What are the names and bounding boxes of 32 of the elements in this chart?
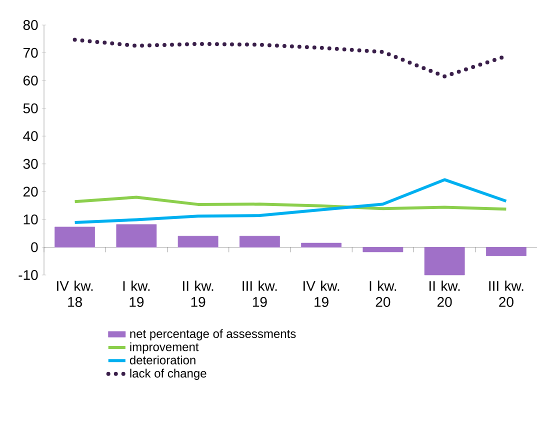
- legend-label: lack of change: [130, 368, 206, 380]
- x-tick-label: III kw. 20: [489, 280, 524, 307]
- bar: [486, 247, 526, 256]
- bar: [301, 242, 342, 248]
- bar: [362, 247, 404, 252]
- legend-label: deterioration: [130, 356, 196, 364]
- bar: [54, 226, 96, 248]
- line-series: [73, 196, 508, 211]
- y-tick-label: 70: [23, 48, 38, 58]
- y-tick-label: -10: [18, 270, 38, 280]
- legend-label: improvement: [130, 342, 199, 354]
- bar: [178, 236, 218, 248]
- y-tick-label: 0: [31, 242, 38, 252]
- y-tick-label: 40: [23, 131, 38, 142]
- y-tick-label: 50: [23, 103, 38, 114]
- bar: [239, 236, 280, 248]
- line-series: [73, 178, 508, 224]
- bar: [116, 224, 157, 248]
- x-tick-label: III kw. 19: [242, 280, 277, 307]
- legend-label: net percentage of assessments: [130, 329, 296, 340]
- y-tick-label: 10: [24, 214, 38, 224]
- y-tick-label: 60: [23, 76, 38, 86]
- y-tick-label: 20: [23, 186, 38, 197]
- x-tick-label: I kw. 20: [370, 280, 396, 307]
- y-tick-label: 80: [23, 20, 38, 30]
- x-tick-label: I kw. 19: [123, 280, 150, 307]
- bar: [424, 247, 465, 276]
- x-tick-label: II kw. 19: [183, 280, 214, 307]
- x-tick-label: II kw. 20: [430, 280, 460, 307]
- y-tick-label: 30: [23, 158, 38, 169]
- x-tick-label: IV kw. 18: [57, 280, 93, 307]
- x-tick-label: IV kw. 19: [304, 280, 340, 307]
